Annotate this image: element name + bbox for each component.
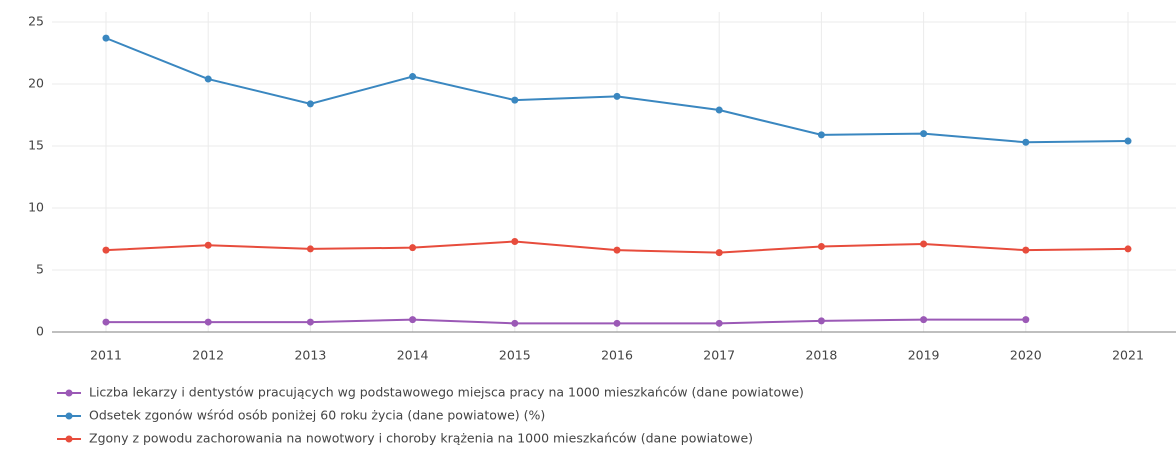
y-tick-label: 0 — [36, 324, 44, 339]
data-point — [306, 245, 314, 253]
data-point — [1022, 246, 1030, 254]
legend-swatch-dot — [65, 412, 73, 420]
x-tick-label: 2020 — [1010, 348, 1042, 363]
x-tick-label: 2012 — [192, 348, 224, 363]
data-point — [920, 240, 928, 248]
data-point — [1124, 245, 1132, 253]
data-point — [920, 316, 928, 324]
data-point — [1124, 137, 1132, 145]
data-point — [306, 100, 314, 108]
data-point — [817, 131, 825, 139]
data-point — [204, 241, 212, 249]
legend-label: Zgony z powodu zachorowania na nowotwory… — [89, 431, 753, 446]
x-tick-label: 2018 — [805, 348, 837, 363]
data-point — [409, 316, 417, 324]
data-point — [102, 318, 110, 326]
x-tick-label: 2013 — [294, 348, 326, 363]
data-point — [511, 237, 519, 245]
data-point — [613, 92, 621, 100]
legend-label: Liczba lekarzy i dentystów pracujących w… — [89, 385, 804, 400]
data-point — [1022, 138, 1030, 146]
data-point — [204, 75, 212, 83]
legend-label: Odsetek zgonów wśród osób poniżej 60 rok… — [89, 408, 545, 423]
x-tick-label: 2021 — [1112, 348, 1144, 363]
y-tick-label: 20 — [28, 76, 44, 91]
data-point — [920, 130, 928, 138]
data-point — [511, 319, 519, 327]
x-tick-label: 2011 — [90, 348, 122, 363]
x-tick-label: 2016 — [601, 348, 633, 363]
x-tick-label: 2015 — [499, 348, 531, 363]
data-point — [613, 246, 621, 254]
legend-swatch-dot — [65, 389, 73, 397]
legend-swatch-dot — [65, 435, 73, 443]
data-point — [817, 242, 825, 250]
data-point — [409, 244, 417, 252]
x-tick-label: 2014 — [397, 348, 429, 363]
y-tick-label: 25 — [28, 14, 44, 29]
data-point — [1022, 316, 1030, 324]
x-tick-label: 2017 — [703, 348, 735, 363]
data-point — [817, 317, 825, 325]
data-point — [204, 318, 212, 326]
data-point — [715, 249, 723, 257]
y-tick-label: 5 — [36, 262, 44, 277]
data-point — [511, 96, 519, 104]
x-tick-label: 2019 — [908, 348, 940, 363]
data-point — [715, 106, 723, 114]
data-point — [102, 34, 110, 42]
data-point — [102, 246, 110, 254]
y-tick-label: 10 — [28, 200, 44, 215]
data-point — [409, 73, 417, 81]
data-point — [715, 319, 723, 327]
series-line — [106, 318, 1026, 325]
y-tick-label: 15 — [28, 138, 44, 153]
data-point — [306, 318, 314, 326]
data-point — [613, 319, 621, 327]
